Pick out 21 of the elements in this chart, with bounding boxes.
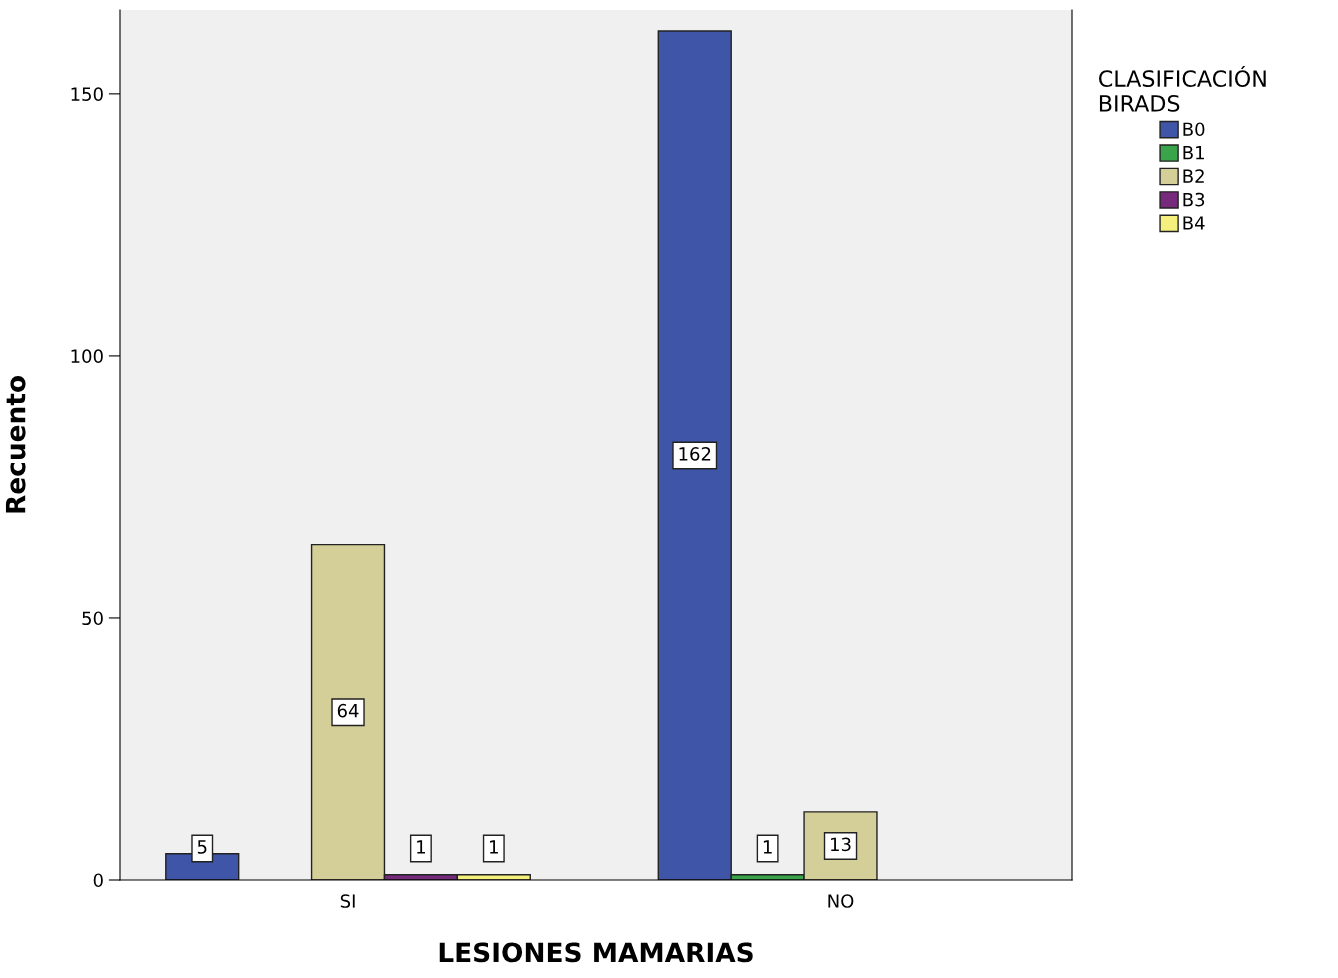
legend-title: CLASIFICACIÓN BIRADS [1099,66,1266,112]
legend-label: B1 [1183,146,1204,160]
data-label: 1 [763,840,772,854]
x-axis-title: LESIONES MAMARIAS [439,942,753,963]
legend-label: B0 [1183,122,1205,137]
data-label: 13 [831,837,851,852]
y-tick-label: 50 [82,611,103,626]
data-label: 162 [679,447,711,461]
x-tick-label: NO [828,894,854,908]
y-tick-label: 0 [93,873,103,888]
legend-label: B2 [1183,169,1204,183]
data-label: 64 [337,703,359,718]
data-label: 1 [417,840,425,854]
y-axis-title: Recuento [5,376,26,513]
legend-label: B4 [1183,216,1205,230]
data-label: 1 [490,840,498,854]
x-tick-label: SI [340,894,355,908]
y-tick-label: 150 [71,87,103,101]
legend-label: B3 [1183,192,1205,207]
y-tick-label: 100 [71,349,103,364]
data-label: 5 [197,840,207,854]
